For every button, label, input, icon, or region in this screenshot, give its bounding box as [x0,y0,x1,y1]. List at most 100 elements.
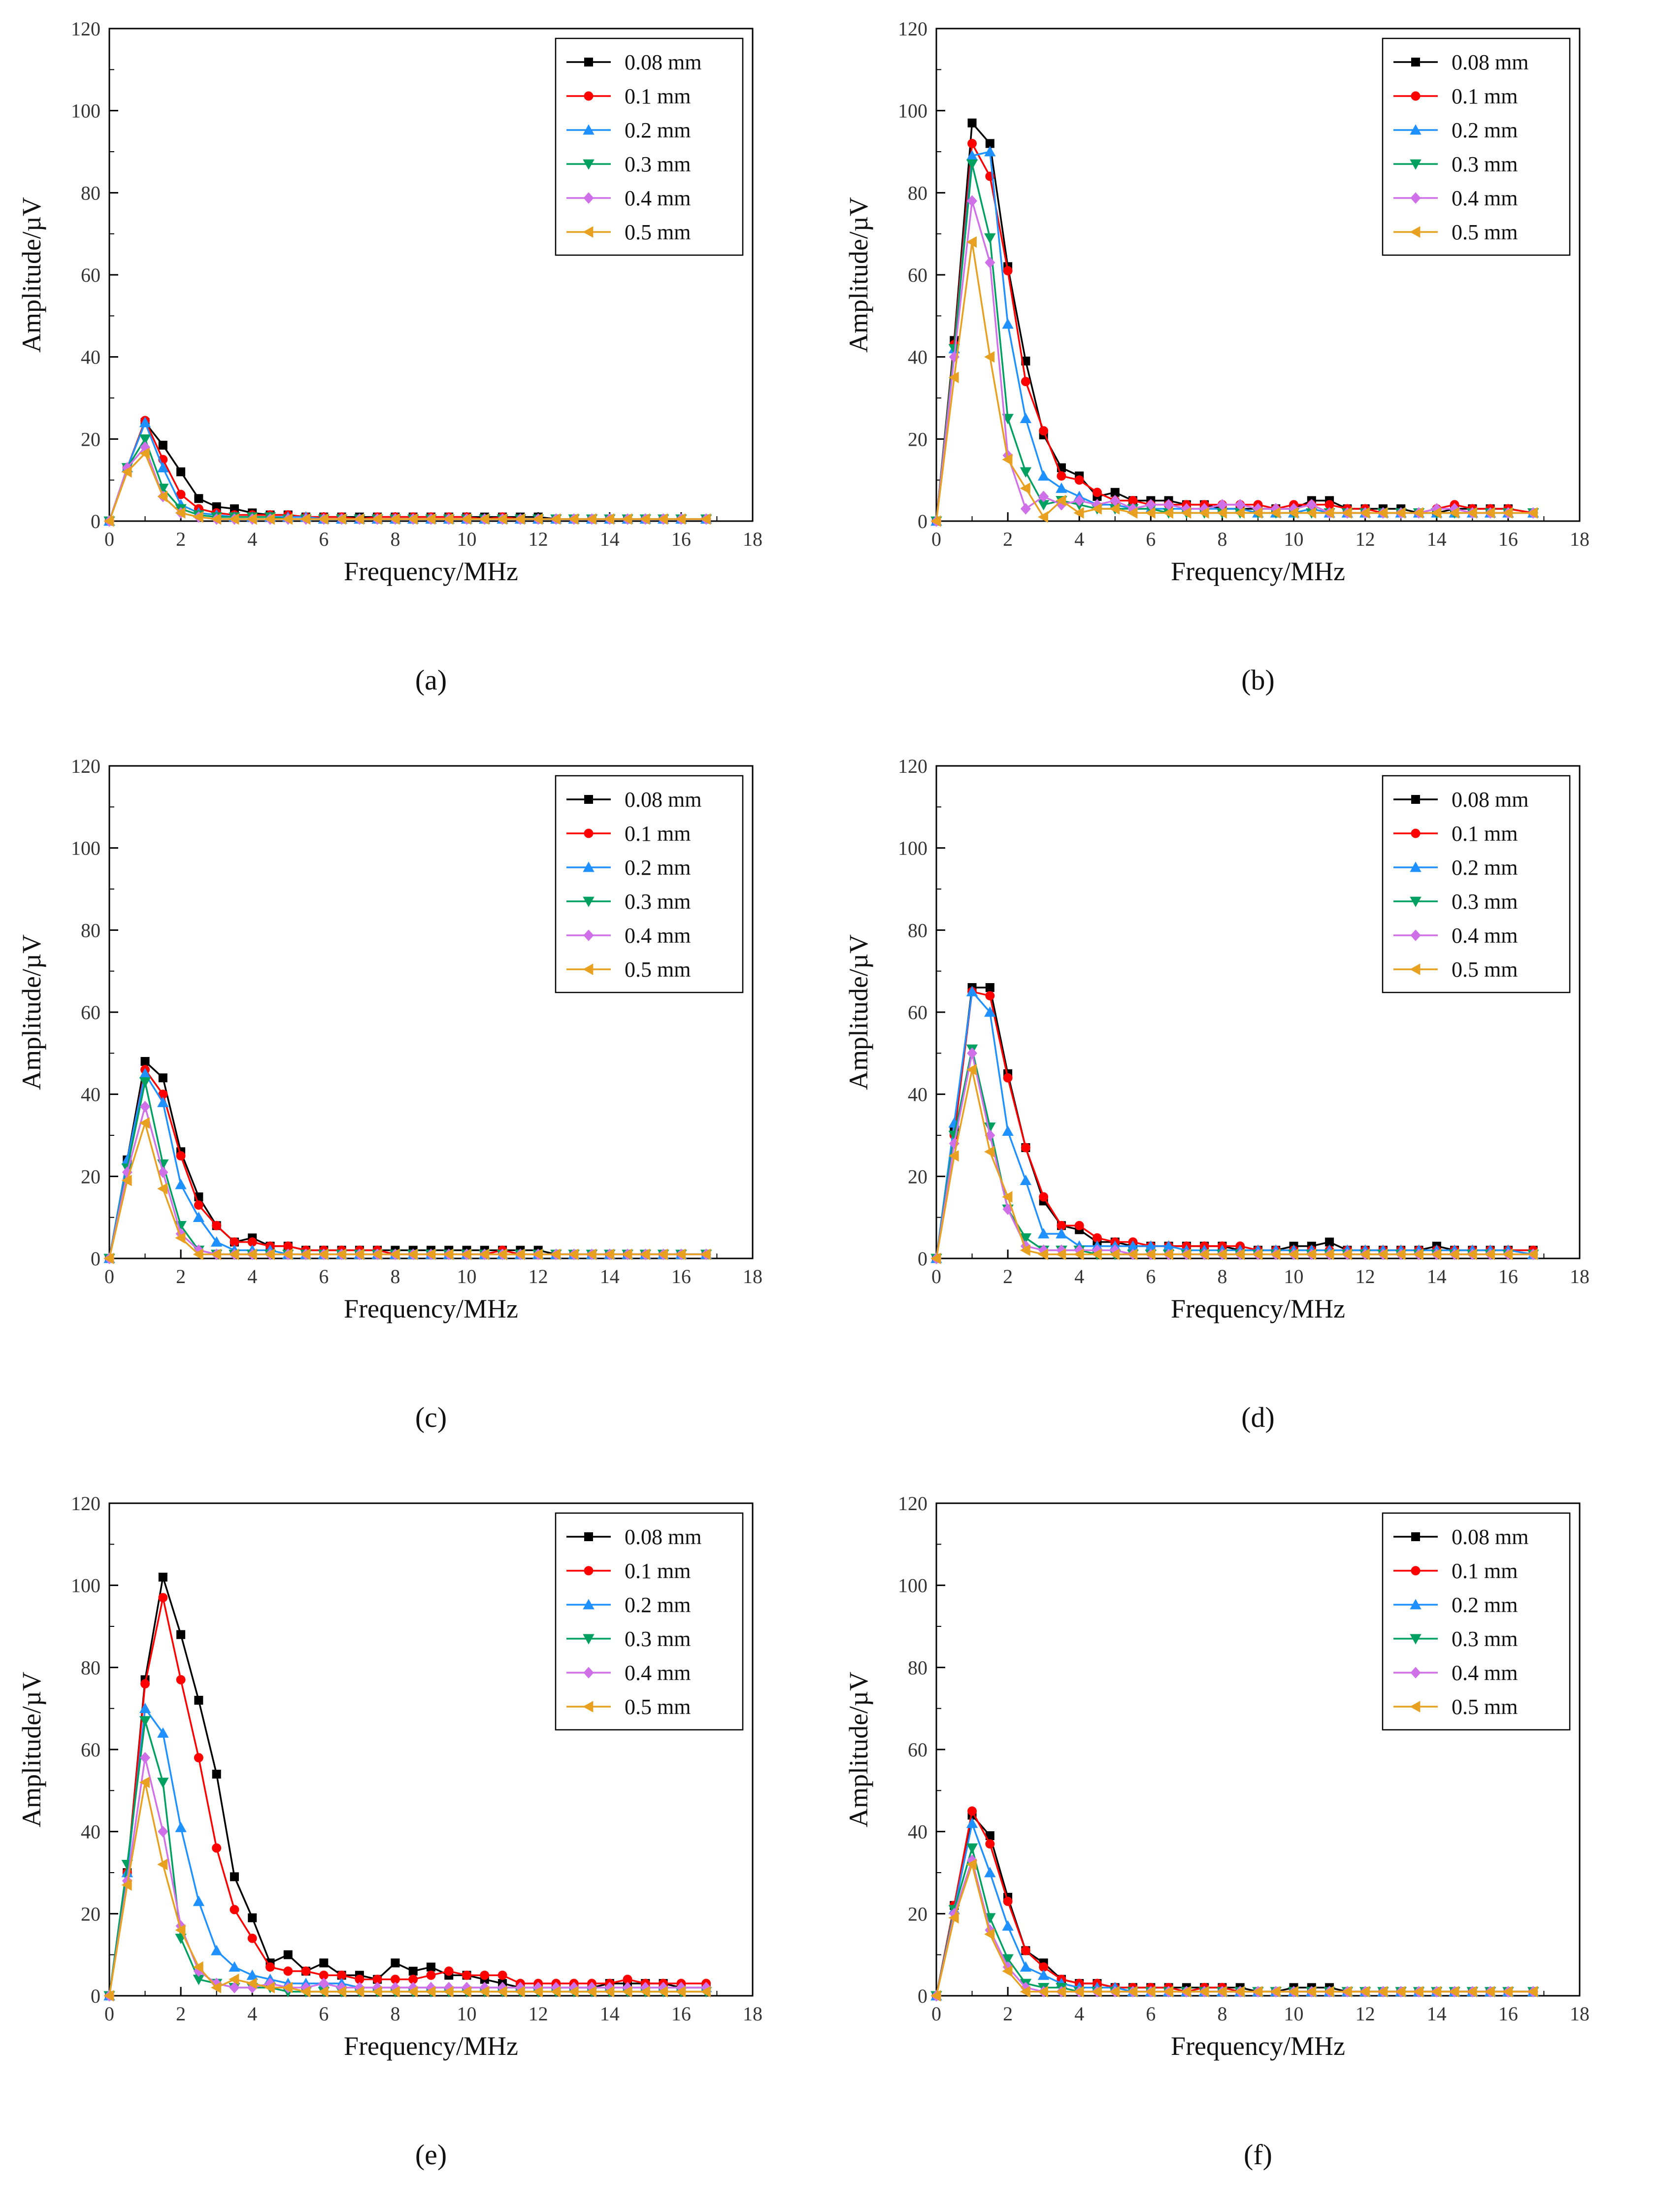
data-point [1056,1228,1067,1239]
series-02mm [930,986,1539,1263]
y-tick-label: 0 [91,1985,100,2007]
legend-marker [1410,124,1422,135]
data-point [157,1727,169,1738]
data-point [550,1985,561,1998]
data-point [1056,1985,1066,1998]
data-point [1056,482,1067,493]
data-point [1270,1985,1281,1998]
panel-caption: (a) [415,664,447,696]
series-008mm [932,983,1538,1263]
y-axis-label: Amplitude/µV [844,1672,873,1827]
data-point [246,513,257,525]
y-tick-label: 20 [81,1903,100,1925]
series-05mm [103,1776,711,2002]
data-point [1074,475,1084,485]
data-point [1270,507,1281,519]
data-point [1074,1221,1084,1230]
legend-label: 0.1 mm [1452,1559,1518,1583]
x-tick-label: 16 [671,1265,691,1288]
data-point [1127,1240,1139,1251]
data-point [586,513,596,525]
data-point [639,1248,650,1260]
data-point [444,1966,454,1976]
data-point [966,1817,978,1828]
legend-box [555,37,744,256]
data-point [1323,1985,1334,1998]
data-point [140,1100,151,1113]
legend-label: 0.5 mm [1452,957,1518,982]
data-point [966,1063,977,1076]
y-tick-label: 100 [71,100,100,122]
x-tick-label: 14 [1427,1265,1447,1288]
x-tick-label: 2 [1003,528,1013,550]
legend-label: 0.3 mm [625,890,691,914]
data-point [1527,507,1538,519]
x-axis-label: Frequency/MHz [344,1294,518,1323]
data-point [967,195,978,207]
data-point [1002,1965,1013,1977]
series-line [108,1071,706,1259]
data-point [1109,1248,1120,1260]
data-point [985,991,995,1001]
y-tick-label: 20 [908,1903,927,1925]
data-point [264,513,275,525]
legend-marker [583,861,595,872]
data-point [1020,503,1031,515]
data-point [246,1969,258,1980]
data-point [1037,1985,1049,1998]
data-point [1324,500,1334,510]
legend-label: 0.5 mm [1452,1695,1518,1719]
data-point [210,1248,222,1260]
data-point [318,1985,329,1998]
data-point [210,1945,223,1955]
data-point [700,513,711,525]
data-point [1288,1985,1298,1998]
data-point [1162,1985,1173,1998]
data-point [229,1973,239,1985]
data-point [532,513,543,525]
series-03mm [930,1843,1539,2002]
series-line [108,1782,706,1996]
data-point [1128,495,1138,505]
series-01mm [104,416,711,526]
data-point [1145,1240,1157,1251]
data-point [1109,503,1120,515]
x-tick-label: 14 [1427,2003,1447,2025]
data-point [1037,1248,1049,1260]
data-point [176,1151,186,1161]
data-point [194,1200,203,1210]
legend-label: 0.2 mm [1452,1593,1518,1617]
y-axis-label: Amplitude/µV [844,934,873,1090]
panel-caption: (c) [415,1401,447,1433]
data-point [176,490,186,499]
y-tick-label: 60 [908,1001,927,1023]
data-point [121,466,132,478]
data-point [1216,1248,1227,1260]
data-point [210,1981,222,1994]
legend-marker [583,896,595,907]
legend-marker [583,963,594,975]
data-point [335,513,346,525]
y-tick-label: 40 [81,1821,100,1843]
data-point [283,1241,293,1251]
x-tick-label: 16 [1498,2003,1518,2025]
data-point [230,1872,239,1882]
x-tick-label: 6 [319,2003,329,2025]
x-tick-label: 4 [247,528,257,550]
legend-marker [583,159,595,170]
data-point [1003,1896,1013,1906]
x-axis-label: Frequency/MHz [344,557,518,586]
legend: 0.08 mm 0.1 mm 0.2 mm 0.3 mm 0.4 mm 0.5 mm [1382,37,1571,256]
x-tick-label: 14 [600,528,620,550]
legend-box [1382,775,1571,993]
y-tick-label: 40 [81,1084,100,1106]
data-point [1377,1985,1388,1998]
data-point [639,513,650,525]
data-point [984,1146,995,1158]
data-point [479,1248,490,1260]
data-point [300,1248,311,1260]
legend-box [1382,1512,1571,1731]
data-point [139,1716,151,1727]
data-point [1484,1248,1495,1260]
data-point [139,1702,151,1714]
